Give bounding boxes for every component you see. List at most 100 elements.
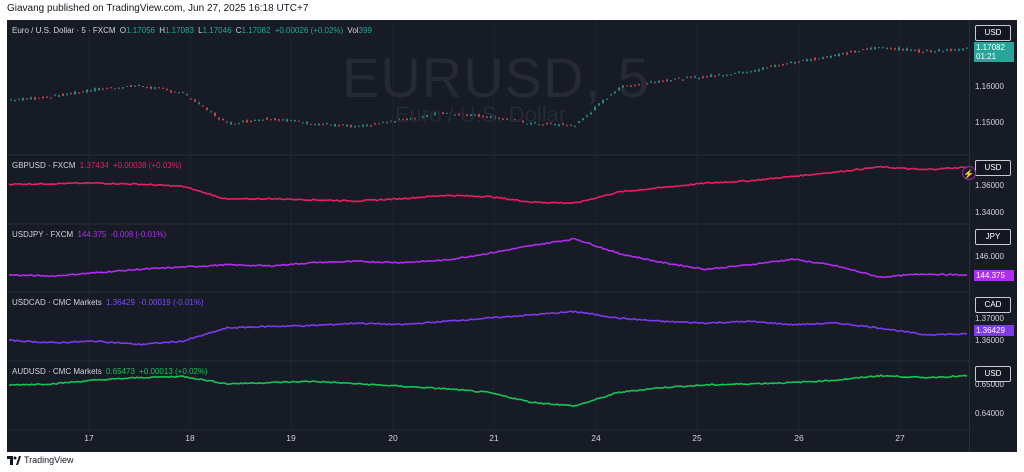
x-tick: 21 bbox=[489, 433, 499, 443]
candle-body bbox=[410, 118, 412, 120]
candle-body bbox=[418, 115, 420, 117]
candle-body bbox=[498, 117, 500, 119]
candle-body bbox=[494, 116, 496, 119]
currency-label-usdjpy[interactable]: JPY bbox=[975, 229, 1011, 245]
candle-body bbox=[314, 124, 316, 126]
candle-body bbox=[954, 49, 956, 51]
candle-body bbox=[170, 90, 172, 93]
candle-body bbox=[362, 124, 364, 127]
candle-body bbox=[50, 97, 52, 99]
candle-body bbox=[406, 118, 408, 120]
candle-body bbox=[294, 119, 296, 122]
candle-body bbox=[586, 115, 588, 117]
candle-body bbox=[798, 61, 800, 63]
candle-body bbox=[278, 119, 280, 121]
candle-body bbox=[66, 93, 68, 95]
legend-eurusd: Euro / U.S. Dollar · 5 · FXCM O1.17056 H… bbox=[12, 26, 372, 35]
candle-body bbox=[926, 50, 928, 51]
candle-body bbox=[614, 91, 616, 94]
candle-body bbox=[526, 123, 528, 125]
candle-body bbox=[382, 122, 384, 123]
candle-body bbox=[358, 125, 360, 127]
currency-label-eurusd[interactable]: USD bbox=[975, 25, 1011, 41]
candle-body bbox=[514, 119, 516, 121]
candle-body bbox=[250, 120, 252, 122]
plot-svg[interactable] bbox=[7, 20, 969, 452]
candle-body bbox=[74, 91, 76, 95]
candle-body bbox=[262, 119, 264, 121]
candle-body bbox=[154, 87, 156, 89]
candle-body bbox=[214, 112, 216, 117]
candle-body bbox=[38, 97, 40, 99]
candle-body bbox=[146, 87, 148, 89]
candle-body bbox=[594, 106, 596, 111]
candle-body bbox=[266, 117, 268, 120]
candle-body bbox=[302, 122, 304, 124]
candle-body bbox=[478, 114, 480, 117]
y-tick: 0.64000 bbox=[975, 409, 1004, 418]
legend-usdjpy: USDJPY · FXCM 144.375 -0.008 (-0.01%) bbox=[12, 230, 167, 239]
candle-body bbox=[886, 47, 888, 49]
candle-body bbox=[918, 49, 920, 53]
candle-body bbox=[786, 63, 788, 65]
watermark-symbol: EURUSD, 5 bbox=[342, 46, 650, 109]
candle-body bbox=[674, 78, 676, 80]
candle-body bbox=[914, 50, 916, 51]
candle-body bbox=[566, 125, 568, 127]
candle-body bbox=[838, 53, 840, 57]
candle-body bbox=[130, 85, 132, 87]
price-axis-separator bbox=[969, 20, 970, 452]
candle-body bbox=[82, 91, 84, 93]
x-tick: 18 bbox=[185, 433, 195, 443]
candle-body bbox=[602, 100, 604, 103]
candle-body bbox=[622, 85, 624, 88]
candle-body bbox=[254, 120, 256, 121]
candle-body bbox=[274, 118, 276, 120]
candle-body bbox=[122, 87, 124, 89]
x-tick: 17 bbox=[84, 433, 94, 443]
candle-body bbox=[646, 82, 648, 84]
currency-label-audusd[interactable]: USD bbox=[975, 366, 1011, 382]
candle-body bbox=[134, 86, 136, 87]
currency-label-usdcad[interactable]: CAD bbox=[975, 297, 1011, 313]
candle-body bbox=[62, 93, 64, 96]
chart-area[interactable]: EURUSD, 5 Euro / U.S. Dollar Euro / U.S.… bbox=[7, 20, 1017, 452]
lightning-icon[interactable]: ⚡ bbox=[962, 166, 976, 180]
candle-body bbox=[166, 89, 168, 90]
candle-body bbox=[354, 126, 356, 128]
candle-body bbox=[754, 70, 756, 72]
publisher-header: Giavang published on TradingView.com, Ju… bbox=[7, 3, 309, 14]
candle-body bbox=[54, 94, 56, 96]
candle-body bbox=[546, 122, 548, 124]
candle-body bbox=[290, 120, 292, 121]
candle-body bbox=[846, 52, 848, 55]
candle-body bbox=[590, 112, 592, 115]
candle-body bbox=[670, 80, 672, 81]
candle-body bbox=[86, 89, 88, 93]
candle-body bbox=[802, 59, 804, 61]
candle-body bbox=[206, 108, 208, 110]
candle-body bbox=[402, 119, 404, 121]
candle-body bbox=[334, 124, 336, 127]
candle-body bbox=[258, 119, 260, 122]
y-tick: 1.34000 bbox=[975, 208, 1004, 217]
candle-body bbox=[318, 123, 320, 126]
candle-body bbox=[102, 88, 104, 90]
candle-body bbox=[718, 74, 720, 76]
x-tick: 25 bbox=[692, 433, 702, 443]
currency-label-gbpusd[interactable]: USD bbox=[975, 160, 1011, 176]
candle-body bbox=[950, 49, 952, 51]
legend-usdcad: USDCAD · CMC Markets 1.36429 -0.00019 (-… bbox=[12, 298, 204, 307]
candle-body bbox=[694, 76, 696, 78]
candle-body bbox=[830, 55, 832, 58]
candle-body bbox=[18, 99, 20, 101]
candle-body bbox=[502, 118, 504, 120]
candle-body bbox=[310, 124, 312, 126]
candle-body bbox=[550, 123, 552, 125]
y-tick: 0.65000 bbox=[975, 380, 1004, 389]
candle-body bbox=[738, 71, 740, 73]
candle-body bbox=[270, 119, 272, 121]
candle-body bbox=[870, 47, 872, 50]
candle-body bbox=[430, 114, 432, 117]
candle-body bbox=[610, 94, 612, 96]
